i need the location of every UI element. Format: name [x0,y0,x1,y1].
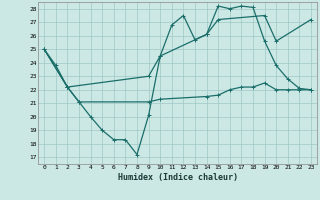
X-axis label: Humidex (Indice chaleur): Humidex (Indice chaleur) [118,173,238,182]
